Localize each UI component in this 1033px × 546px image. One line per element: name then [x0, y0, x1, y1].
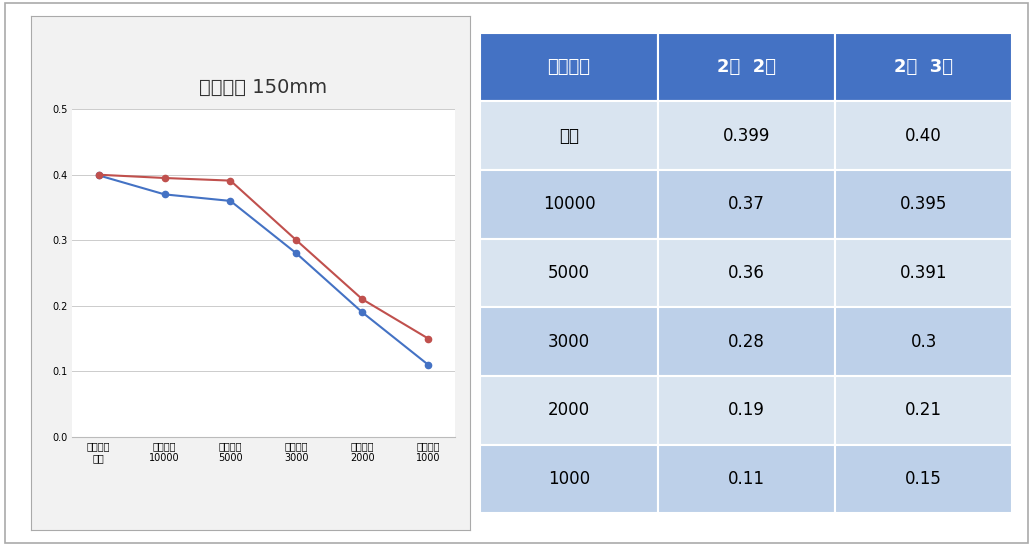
Line: 볼트 2-3 t40 butt: 볼트 2-3 t40 butt: [95, 171, 432, 342]
Text: 3000: 3000: [547, 333, 590, 351]
볼트 2-2 t40 butt: [421, 361, 434, 368]
Bar: [480, 239, 658, 307]
Bar: [480, 102, 658, 170]
Bar: [835, 376, 1012, 444]
Text: 10000: 10000: [542, 195, 595, 213]
Text: 0.40: 0.40: [905, 127, 942, 145]
Text: 0.391: 0.391: [900, 264, 947, 282]
볼트 2-2 t40 butt: [93, 172, 105, 179]
Bar: [480, 444, 658, 513]
Text: 0.28: 0.28: [728, 333, 764, 351]
Line: 볼트 2-2 t40 butt: 볼트 2-2 t40 butt: [95, 172, 432, 368]
Text: 1000: 1000: [547, 470, 590, 488]
Bar: [658, 376, 835, 444]
볼트 2-3 t40 butt: [356, 296, 369, 302]
Text: 2행  3열: 2행 3열: [895, 58, 953, 76]
Text: 0.399: 0.399: [723, 127, 770, 145]
Text: 2000: 2000: [547, 401, 590, 419]
Bar: [835, 102, 1012, 170]
볼트 2-3 t40 butt: [93, 171, 105, 178]
볼트 2-2 t40 butt: [290, 250, 303, 257]
Bar: [480, 33, 658, 102]
볼트 2-2 t40 butt: [158, 191, 170, 198]
Bar: [658, 307, 835, 376]
Text: 0.36: 0.36: [728, 264, 764, 282]
Bar: [480, 376, 658, 444]
Bar: [658, 33, 835, 102]
Text: 5000: 5000: [549, 264, 590, 282]
Text: 0.3: 0.3: [910, 333, 937, 351]
Bar: [835, 307, 1012, 376]
Bar: [658, 170, 835, 239]
Bar: [480, 307, 658, 376]
볼트 2-3 t40 butt: [421, 335, 434, 342]
Text: 0.37: 0.37: [728, 195, 764, 213]
Bar: [835, 33, 1012, 102]
Text: 곡률반경: 곡률반경: [547, 58, 591, 76]
볼트 2-3 t40 butt: [224, 177, 237, 184]
Bar: [835, 170, 1012, 239]
Text: 0.11: 0.11: [728, 470, 764, 488]
볼트 2-2 t40 butt: [224, 198, 237, 204]
Text: 0.19: 0.19: [728, 401, 764, 419]
Title: 중심간격 150mm: 중심간격 150mm: [199, 78, 327, 97]
Bar: [835, 239, 1012, 307]
Bar: [658, 239, 835, 307]
Text: 0.15: 0.15: [905, 470, 942, 488]
Text: 0.21: 0.21: [905, 401, 942, 419]
Bar: [480, 170, 658, 239]
Bar: [658, 102, 835, 170]
Bar: [835, 444, 1012, 513]
Text: 0.395: 0.395: [900, 195, 947, 213]
Text: 무한: 무한: [559, 127, 580, 145]
Text: 2행  2열: 2행 2열: [717, 58, 776, 76]
볼트 2-3 t40 butt: [290, 237, 303, 244]
볼트 2-3 t40 butt: [158, 175, 170, 181]
Bar: [658, 444, 835, 513]
볼트 2-2 t40 butt: [356, 309, 369, 316]
